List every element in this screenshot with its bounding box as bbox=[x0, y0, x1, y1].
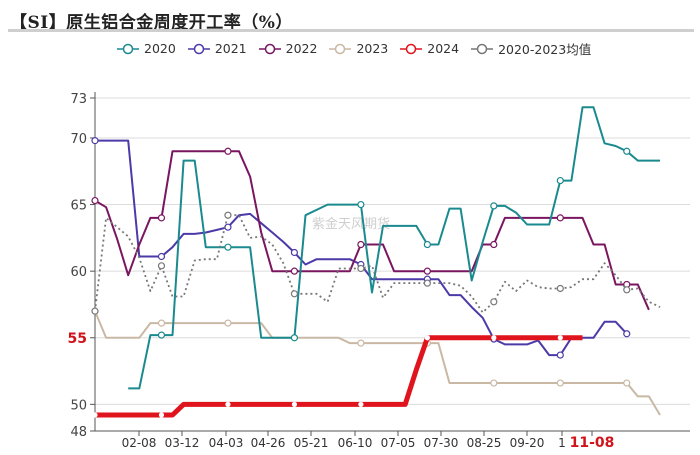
chart-legend: 2020 2021 2022 2023 2024 2020-2023均值 bbox=[117, 39, 591, 58]
series-line-2023[interactable] bbox=[94, 310, 661, 416]
data-point-marker[interactable] bbox=[290, 248, 299, 257]
legend-label: 2020-2023均值 bbox=[498, 42, 592, 57]
series-group bbox=[91, 106, 661, 418]
data-point-marker[interactable] bbox=[490, 240, 498, 249]
x-tick-label: 07-30 bbox=[424, 436, 459, 450]
data-point-marker[interactable] bbox=[224, 211, 232, 219]
data-point-marker[interactable] bbox=[157, 319, 166, 327]
chart-title: 【SI】原生铝合金周度开工率（%） bbox=[10, 13, 293, 33]
data-point-marker[interactable] bbox=[556, 176, 564, 185]
data-point-marker[interactable] bbox=[556, 284, 564, 293]
y-tick-label: 65 bbox=[70, 199, 87, 214]
series-line-2024[interactable] bbox=[95, 335, 583, 418]
legend-item-2023[interactable]: 2023 bbox=[329, 41, 388, 56]
data-point-marker[interactable] bbox=[623, 379, 631, 387]
legend-label: 2020 bbox=[144, 41, 176, 56]
data-point-marker[interactable] bbox=[491, 335, 497, 341]
data-point-marker[interactable] bbox=[290, 290, 299, 298]
data-point-marker[interactable] bbox=[623, 147, 631, 155]
data-point-marker[interactable] bbox=[291, 401, 298, 407]
legend-item-2024[interactable]: 2024 bbox=[400, 41, 459, 56]
legend-marker-icon bbox=[187, 43, 210, 54]
legend-label: 2022 bbox=[285, 41, 318, 56]
data-point-marker[interactable] bbox=[157, 214, 166, 222]
y-tick-label: 48 bbox=[70, 425, 87, 440]
data-point-marker[interactable] bbox=[290, 267, 299, 275]
legend-marker-icon bbox=[471, 43, 494, 54]
data-point-marker[interactable] bbox=[92, 412, 98, 418]
legend-marker-icon bbox=[329, 43, 352, 54]
data-point-marker[interactable] bbox=[423, 267, 431, 275]
data-point-marker[interactable] bbox=[358, 401, 364, 407]
data-point-marker[interactable] bbox=[91, 196, 99, 205]
series-line-2020-2023均值[interactable] bbox=[94, 214, 661, 314]
x-tick-label: 03-12 bbox=[165, 436, 200, 450]
legend-item-2020[interactable]: 2020 bbox=[117, 41, 176, 56]
series-line-2020[interactable] bbox=[128, 106, 660, 390]
data-point-marker[interactable] bbox=[490, 298, 498, 306]
legend-item-2022[interactable]: 2022 bbox=[258, 41, 318, 56]
data-point-marker[interactable] bbox=[556, 351, 564, 359]
data-point-marker[interactable] bbox=[423, 240, 431, 249]
legend-label: 2021 bbox=[214, 41, 247, 56]
data-point-marker[interactable] bbox=[623, 330, 631, 338]
data-point-marker[interactable] bbox=[490, 379, 498, 387]
data-point-marker[interactable] bbox=[423, 279, 431, 287]
x-tick-label: 02-08 bbox=[122, 436, 157, 450]
watermark: 紫金天风期货 bbox=[312, 216, 390, 232]
data-point-marker[interactable] bbox=[224, 243, 232, 251]
x-tick-label: 07-05 bbox=[381, 436, 416, 450]
data-point-marker[interactable] bbox=[357, 200, 365, 209]
y-tick-label: 70 bbox=[70, 132, 87, 147]
data-point-marker[interactable] bbox=[357, 264, 365, 273]
grid-lines bbox=[95, 97, 690, 405]
data-point-marker[interactable] bbox=[290, 334, 299, 342]
data-point-marker[interactable] bbox=[158, 412, 165, 418]
data-point-marker[interactable] bbox=[424, 335, 430, 341]
y-tick-label: 55 bbox=[68, 331, 87, 347]
data-point-marker[interactable] bbox=[91, 307, 99, 315]
legend-label: 2023 bbox=[356, 41, 389, 56]
x-tick-label: 04-26 bbox=[251, 436, 286, 450]
legend-item-2020-2023均值[interactable]: 2020-2023均值 bbox=[471, 39, 591, 58]
legend-marker-icon bbox=[400, 43, 423, 54]
x-tick-label: 1 bbox=[558, 436, 566, 450]
x-tick-label: 05-21 bbox=[294, 436, 329, 450]
y-tick-label: 60 bbox=[70, 265, 87, 280]
data-point-marker[interactable] bbox=[224, 223, 232, 231]
data-point-marker[interactable] bbox=[91, 137, 99, 145]
legend-marker-icon bbox=[117, 43, 139, 54]
x-tick-label: 11-08 bbox=[570, 435, 615, 451]
data-point-marker[interactable] bbox=[623, 286, 631, 294]
series-line-2022[interactable] bbox=[94, 150, 650, 311]
data-point-marker[interactable] bbox=[490, 202, 498, 210]
legend-marker-icon bbox=[258, 43, 281, 54]
data-point-marker[interactable] bbox=[157, 331, 166, 339]
data-point-marker[interactable] bbox=[157, 252, 166, 261]
title-divider bbox=[8, 29, 694, 32]
data-point-marker[interactable] bbox=[157, 262, 166, 270]
y-tick-label: 50 bbox=[70, 398, 87, 413]
data-point-marker[interactable] bbox=[556, 379, 564, 387]
x-tick-label: 06-10 bbox=[338, 436, 373, 450]
data-point-marker[interactable] bbox=[357, 339, 365, 347]
data-point-marker[interactable] bbox=[224, 319, 232, 327]
data-point-marker[interactable] bbox=[224, 147, 232, 155]
x-tick-label: 08-25 bbox=[467, 436, 502, 450]
data-point-marker[interactable] bbox=[357, 240, 365, 249]
data-point-marker[interactable] bbox=[557, 335, 563, 341]
legend-item-2021[interactable]: 2021 bbox=[187, 41, 247, 56]
y-tick-label: 73 bbox=[70, 92, 87, 107]
legend-label: 2024 bbox=[427, 41, 460, 56]
axes: 48 50 55 60 65 70 73 02-08 03-12 04-03 04-26 05-21 0… bbox=[68, 92, 690, 451]
data-point-marker[interactable] bbox=[225, 401, 231, 407]
data-point-marker[interactable] bbox=[556, 214, 564, 222]
x-tick-label: 04-03 bbox=[209, 436, 244, 450]
x-tick-label: 09-20 bbox=[510, 436, 545, 450]
